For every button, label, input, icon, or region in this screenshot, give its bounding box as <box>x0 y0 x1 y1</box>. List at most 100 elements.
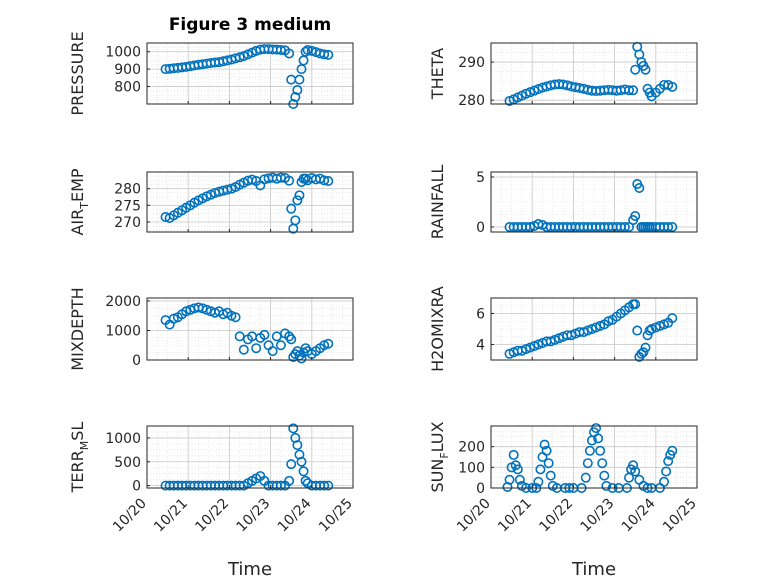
data-point <box>632 325 643 336</box>
data-point <box>584 445 595 456</box>
y-axis-label: AIRTEMP <box>68 168 91 235</box>
y-tick-label: 270 <box>114 215 141 231</box>
y-tick-label: 290 <box>458 55 485 71</box>
data-point <box>323 480 334 491</box>
data-point <box>545 470 556 481</box>
data-point <box>667 313 678 324</box>
data-point <box>533 219 544 230</box>
data-point <box>275 340 286 351</box>
data-point <box>663 456 674 467</box>
y-axis-label: H2OMIXRA <box>428 286 447 372</box>
y-tick-label: 200 <box>458 440 485 456</box>
data-point <box>292 440 303 451</box>
data-point <box>230 312 241 323</box>
y-tick-label: 275 <box>114 198 141 214</box>
data-point <box>300 46 311 57</box>
data-point <box>591 423 602 434</box>
y-axis-label: RAINFALL <box>428 165 447 240</box>
data-point <box>514 474 525 485</box>
y-tick-label: 280 <box>114 182 141 198</box>
data-point <box>251 343 262 354</box>
data-point <box>284 48 295 59</box>
data-point <box>294 190 305 201</box>
subplot-h2omixra: 4 6 H2OMIXRA <box>428 286 698 372</box>
axes-box <box>146 425 354 489</box>
data-point <box>595 445 606 456</box>
y-tick-label: 900 <box>114 62 141 78</box>
data-point <box>267 346 278 357</box>
data-point <box>619 222 630 233</box>
data-point <box>597 458 608 469</box>
data-point <box>508 449 519 460</box>
data-point <box>624 85 635 96</box>
axes-box <box>146 297 354 361</box>
y-axis-label: TERRMSL <box>68 422 91 494</box>
y-tick-label: 6 <box>476 307 485 323</box>
data-point <box>323 338 334 349</box>
axes-box <box>146 42 354 105</box>
data-point <box>667 445 678 456</box>
axes-box <box>490 425 698 489</box>
axes-box <box>490 171 698 233</box>
y-tick-label: 1000 <box>105 323 141 339</box>
data-point <box>275 44 286 55</box>
data-point <box>640 64 651 75</box>
y-axis-label: THETA <box>428 48 447 100</box>
figure-title: Figure 3 medium <box>169 15 331 35</box>
data-point <box>290 215 301 226</box>
y-tick-label: 280 <box>458 93 485 109</box>
y-axis-label: MIXDEPTH <box>68 287 87 370</box>
data-point <box>525 222 536 233</box>
data-point <box>667 81 678 92</box>
y-tick-label: 1000 <box>105 45 141 61</box>
data-point <box>630 211 641 222</box>
data-point <box>284 475 295 486</box>
data-point <box>296 456 307 467</box>
data-point <box>630 64 641 75</box>
data-point <box>323 49 334 60</box>
data-point <box>640 342 651 353</box>
axes-box <box>490 297 698 361</box>
data-point <box>234 52 245 63</box>
x-axis-label-right: Time <box>571 559 616 580</box>
data-point <box>292 195 303 206</box>
y-tick-label: 0 <box>476 220 485 236</box>
data-point <box>638 347 649 358</box>
data-point <box>292 85 303 96</box>
data-point <box>286 459 297 470</box>
data-point <box>294 74 305 85</box>
data-point <box>630 466 641 477</box>
data-point <box>661 466 672 477</box>
y-tick-label: 500 <box>114 455 141 471</box>
data-point <box>286 203 297 214</box>
data-point <box>659 476 670 487</box>
y-tick-label: 1000 <box>105 431 141 447</box>
data-point <box>539 439 550 450</box>
subplot-theta: 280 290 THETA <box>428 41 698 109</box>
data-point <box>288 423 299 434</box>
axes-box <box>490 42 698 105</box>
subplot-rainfall: 0 5 RAINFALL <box>428 165 698 240</box>
data-point <box>512 464 523 475</box>
data-point <box>504 474 515 485</box>
data-point <box>271 331 282 342</box>
data-point <box>667 222 678 233</box>
subplot-mixdepth: 0 1000 2000 MIXDEPTH <box>68 287 354 371</box>
data-point <box>580 472 591 483</box>
data-point <box>290 92 301 103</box>
axes-box <box>146 171 354 233</box>
data-point <box>593 433 604 444</box>
data-point <box>663 222 674 233</box>
data-point <box>533 476 544 487</box>
data-point <box>238 344 249 355</box>
data-point <box>259 329 270 340</box>
data-point <box>628 460 639 471</box>
data-point <box>599 470 610 481</box>
data-point <box>601 480 612 491</box>
data-point <box>543 458 554 469</box>
data-point <box>319 175 330 186</box>
data-point <box>319 480 330 491</box>
